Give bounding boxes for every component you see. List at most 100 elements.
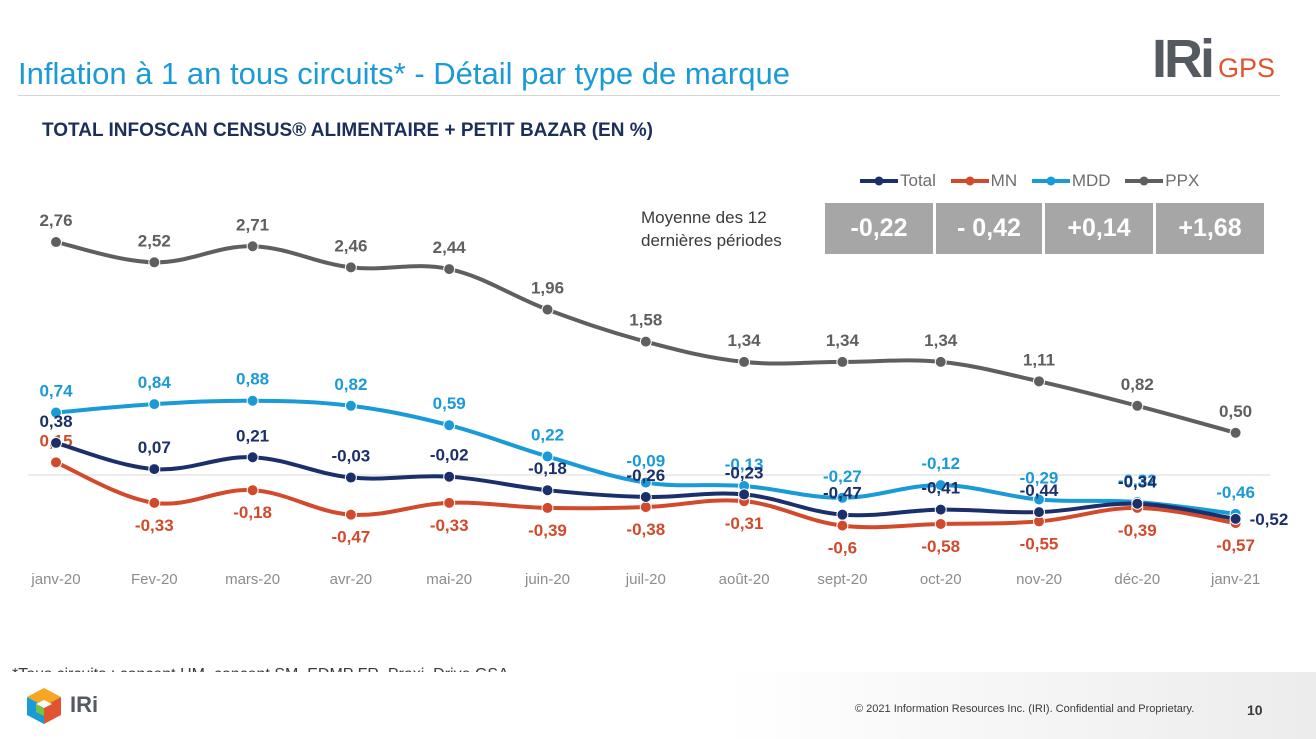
data-label-total: -0,26 — [626, 466, 665, 485]
legend-label-mdd: MDD — [1071, 170, 1111, 190]
data-label-total: 0,21 — [236, 426, 269, 445]
iri-gps-logo: IRi GPS — [1152, 28, 1275, 90]
data-label-ppx: 0,82 — [1121, 375, 1154, 394]
data-label-mn: -0,39 — [1118, 521, 1157, 540]
x-tick-label: sept-20 — [817, 571, 867, 588]
x-tick-label: oct-20 — [920, 571, 962, 588]
x-tick-label: mai-20 — [426, 571, 472, 588]
data-label-ppx: 1,34 — [728, 331, 762, 350]
chart-subtitle: TOTAL INFOSCAN CENSUS® ALIMENTAIRE + PET… — [42, 120, 653, 141]
data-label-mdd: -0,29 — [1020, 468, 1059, 487]
data-point-total — [1229, 512, 1242, 525]
data-point-ppx — [738, 355, 751, 368]
data-label-ppx: 0,50 — [1219, 402, 1252, 421]
data-point-ppx — [50, 236, 62, 249]
data-label-mn: -0,55 — [1020, 534, 1059, 553]
legend-marker-mn-icon — [950, 176, 989, 186]
inflation-line-chart: janv-20 Fev-20 mars-20 avr-20 mai-20 juin-20 j… — [28, 211, 1288, 588]
data-label-ppx: 1,34 — [924, 331, 958, 350]
data-point-ppx — [1131, 399, 1144, 412]
average-box-ppx: +1,68 — [1156, 203, 1264, 254]
data-point-mdd — [246, 394, 259, 407]
data-label-total: -0,23 — [725, 463, 764, 482]
data-label-mn: -0,57 — [1216, 536, 1255, 555]
copyright: © 2021 Information Resources Inc. (IRI).… — [855, 703, 1195, 715]
data-label-mdd: -0,32 — [1118, 471, 1157, 490]
data-label-mdd: -0,13 — [725, 455, 764, 474]
data-point-mn — [934, 517, 947, 530]
data-point-ppx — [246, 240, 259, 253]
data-label-ppx: 1,58 — [629, 311, 662, 330]
data-point-total — [344, 471, 357, 484]
data-point-mn — [148, 496, 161, 509]
data-label-mdd: 0,59 — [433, 394, 466, 413]
data-label-total: -0,02 — [430, 446, 469, 465]
x-tick-label: janv-20 — [30, 571, 80, 588]
logo-text: IRi — [1152, 29, 1215, 89]
data-point-ppx — [344, 261, 357, 274]
data-point-total — [1131, 497, 1144, 510]
data-point-total — [443, 470, 456, 483]
data-point-mdd — [541, 450, 554, 463]
legend-item-total: Total — [858, 171, 936, 191]
data-label-total: -0,44 — [1020, 481, 1059, 500]
data-label-mdd: -0,09 — [626, 452, 665, 471]
data-label-mn: -0,18 — [233, 503, 272, 522]
x-tick-label: juin-20 — [524, 571, 570, 588]
data-point-mdd — [443, 419, 456, 432]
x-tick-label: avr-20 — [330, 571, 373, 588]
data-point-total — [934, 503, 947, 516]
page-number: 10 — [1247, 702, 1263, 718]
data-point-total — [148, 463, 161, 476]
data-point-mn — [836, 519, 849, 532]
data-label-ppx: 1,96 — [531, 279, 564, 298]
data-point-mn — [639, 501, 652, 514]
data-label-mn: -0,31 — [725, 514, 764, 533]
data-point-mn — [443, 496, 456, 509]
data-label-mdd: -0,27 — [823, 467, 862, 486]
data-label-ppx: 2,46 — [334, 236, 367, 255]
data-point-mdd — [934, 479, 947, 492]
legend-item-ppx: PPX — [1123, 171, 1199, 191]
data-point-total — [836, 508, 849, 521]
data-label-mn: -0,33 — [135, 516, 174, 535]
page-title: Inflation à 1 an tous circuits* - Détail… — [18, 56, 790, 91]
data-label-total: -0,03 — [332, 447, 371, 466]
data-point-ppx — [639, 335, 652, 348]
data-label-total: -0,41 — [921, 479, 960, 498]
average-label-line1: Moyenne des 12 — [641, 208, 767, 227]
chart-legend: Total MN MDD PPX — [858, 170, 1207, 192]
data-label-total: -0,47 — [823, 484, 862, 503]
legend-label-mn: MN — [990, 170, 1018, 190]
data-label-ppx: 2,76 — [39, 211, 72, 230]
data-point-total — [50, 436, 62, 449]
data-point-ppx — [443, 263, 456, 276]
data-label-mdd: 0,82 — [334, 375, 367, 394]
data-point-mn — [246, 484, 259, 497]
iri-cube-icon — [27, 688, 61, 724]
data-label-mn: -0,33 — [430, 516, 469, 535]
data-label-mdd: -0,46 — [1216, 483, 1255, 502]
data-label-mn: -0,47 — [332, 528, 371, 547]
average-box-total: -0,22 — [825, 203, 933, 254]
x-tick-label: mars-20 — [225, 571, 280, 588]
average-box-mn: - 0,42 — [936, 203, 1042, 254]
data-point-mdd — [148, 398, 161, 411]
legend-item-mdd: MDD — [1030, 171, 1111, 191]
data-point-ppx — [934, 355, 947, 368]
x-tick-label: janv-21 — [1210, 571, 1260, 588]
data-point-ppx — [836, 355, 849, 368]
data-label-ppx: 1,34 — [826, 331, 860, 350]
legend-marker-ppx-icon — [1125, 176, 1164, 186]
x-tick-label: août-20 — [719, 571, 770, 588]
data-label-mdd: 0,22 — [531, 425, 564, 444]
data-label-total: 0,07 — [138, 438, 171, 457]
data-point-ppx — [541, 303, 554, 316]
legend-label-ppx: PPX — [1165, 170, 1200, 190]
data-label-total: 0,38 — [39, 412, 72, 431]
data-label-mn: -0,38 — [626, 520, 665, 539]
data-label-mn: -0,39 — [528, 521, 567, 540]
data-label-mdd: 0,84 — [138, 373, 172, 392]
data-label-mn: -0,58 — [921, 537, 960, 556]
footer-band — [0, 672, 1316, 739]
